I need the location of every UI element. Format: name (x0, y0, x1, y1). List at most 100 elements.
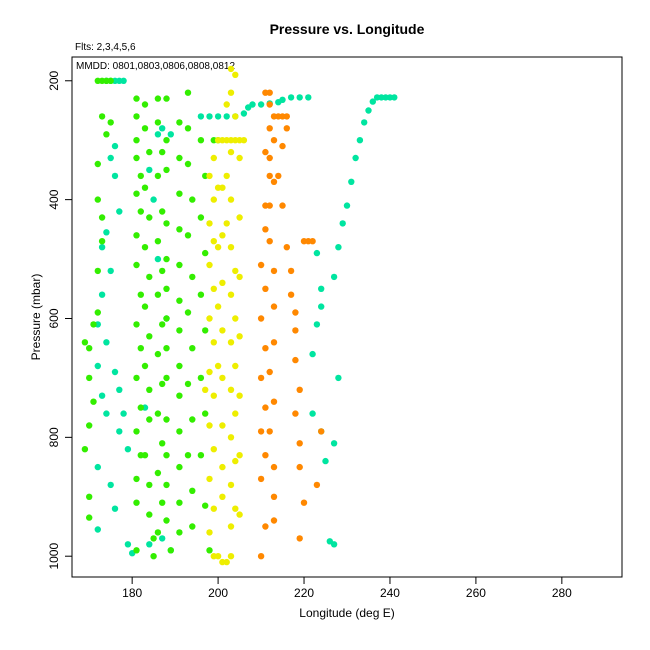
data-point (94, 196, 102, 203)
data-point (266, 125, 273, 132)
data-point (206, 172, 213, 180)
data-point (163, 315, 170, 322)
data-point (227, 434, 235, 441)
data-point (206, 422, 213, 429)
data-point (189, 345, 196, 352)
data-point (210, 238, 217, 245)
data-point (266, 89, 273, 96)
data-point (141, 244, 149, 251)
data-point (270, 178, 278, 185)
chart-title: Pressure vs. Longitude (270, 21, 425, 37)
data-point (214, 362, 222, 370)
data-point (236, 392, 243, 399)
data-point (330, 273, 338, 281)
data-point (163, 137, 170, 144)
data-point (133, 499, 140, 506)
data-point (348, 178, 355, 185)
data-point (94, 77, 102, 85)
data-point (202, 502, 209, 509)
data-point (176, 529, 183, 536)
data-point (159, 380, 166, 388)
data-point (266, 101, 273, 108)
data-point (339, 220, 346, 227)
data-point (232, 505, 239, 512)
data-point (159, 321, 166, 328)
data-point (176, 154, 183, 162)
data-point (159, 499, 166, 506)
chart-annotation: MMDD: 0801,0803,0806,0808,0812 (76, 61, 235, 72)
data-point (98, 244, 106, 251)
data-point (120, 77, 127, 85)
data-point (330, 440, 338, 447)
series (81, 77, 222, 560)
data-point (206, 529, 213, 536)
data-points (81, 65, 398, 566)
data-point (236, 511, 243, 518)
chart-subtitle: Flts: 2,3,4,5,6 (75, 42, 136, 53)
data-point (98, 214, 106, 221)
data-point (287, 267, 295, 275)
data-point (150, 196, 157, 203)
data-point (219, 493, 226, 500)
x-tick-label: 240 (380, 586, 400, 600)
data-point (210, 196, 217, 203)
data-point (206, 547, 213, 554)
data-point (275, 172, 282, 180)
data-point (227, 196, 235, 203)
data-point (262, 345, 269, 352)
data-point (318, 428, 325, 435)
data-point (184, 160, 192, 168)
data-point (159, 208, 166, 215)
y-tick-label: 800 (47, 427, 61, 447)
data-point (163, 95, 170, 102)
data-point (94, 362, 102, 370)
data-point (240, 137, 248, 144)
data-point (262, 202, 269, 209)
data-point (116, 428, 123, 435)
data-point (232, 362, 239, 370)
data-point (146, 386, 153, 393)
data-point (206, 315, 213, 322)
data-point (270, 339, 278, 346)
data-point (133, 137, 140, 144)
data-point (107, 119, 114, 126)
data-point (146, 541, 153, 548)
data-point (154, 410, 162, 417)
data-point (111, 142, 119, 150)
data-point (279, 142, 286, 150)
data-point (103, 410, 110, 417)
data-point (309, 238, 316, 245)
data-point (94, 463, 102, 471)
data-point (176, 297, 183, 304)
data-point (257, 315, 265, 322)
data-point (309, 410, 316, 417)
data-point (296, 386, 303, 393)
data-point (98, 113, 106, 120)
data-point (86, 422, 93, 429)
data-point (184, 380, 192, 388)
data-point (103, 339, 110, 346)
data-point (210, 446, 217, 453)
data-point (197, 452, 205, 459)
data-point (197, 214, 205, 221)
data-point (189, 416, 196, 423)
data-point (197, 291, 205, 298)
data-point (154, 131, 162, 138)
data-point (287, 94, 295, 101)
data-point (141, 303, 149, 310)
data-point (279, 96, 286, 104)
data-point (167, 131, 174, 138)
data-point (111, 505, 119, 512)
data-point (176, 119, 183, 126)
data-point (266, 172, 273, 180)
data-point (141, 452, 149, 459)
data-point (133, 321, 140, 328)
data-point (111, 172, 119, 180)
x-tick-label: 260 (466, 586, 486, 600)
data-point (219, 463, 226, 471)
data-point (287, 291, 295, 298)
data-point (154, 529, 162, 536)
data-point (202, 386, 209, 393)
data-point (154, 95, 162, 102)
data-point (197, 137, 205, 144)
